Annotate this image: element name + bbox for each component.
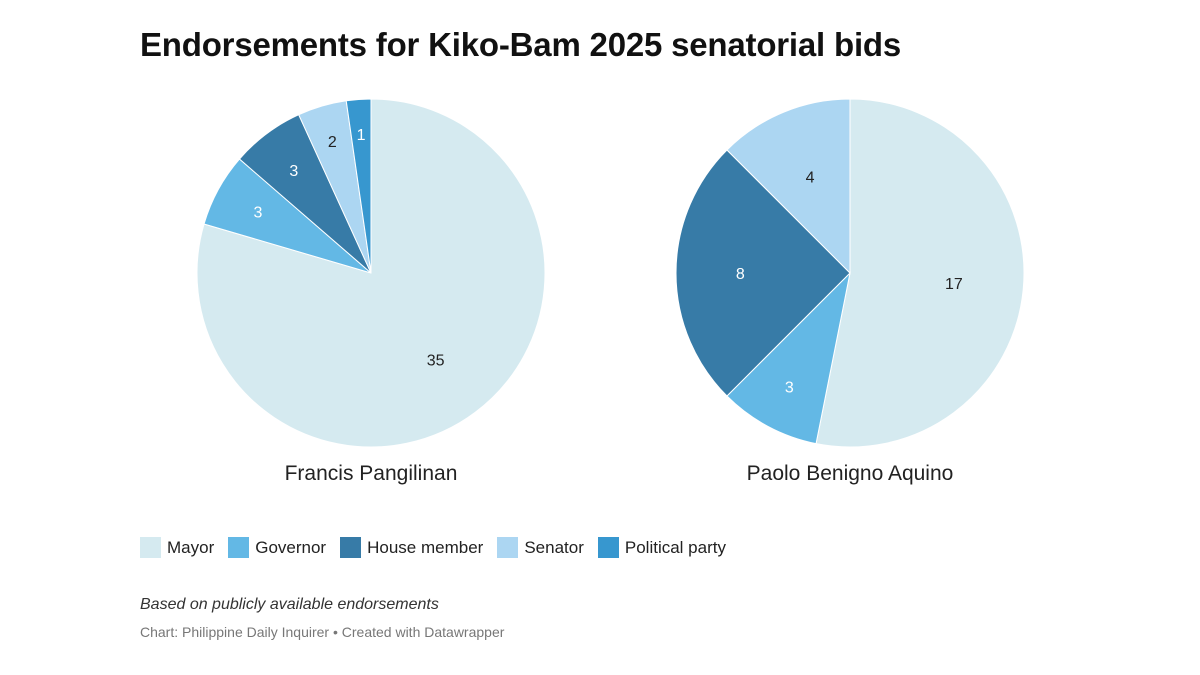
pie-francis-pangilinan: 35 3 3 2 1 — [196, 98, 546, 448]
legend-item-senator: Senator — [497, 537, 584, 558]
legend-item-mayor: Mayor — [140, 537, 214, 558]
pie-value-label-mayor: 17 — [945, 276, 963, 293]
chart-title: Endorsements for Kiko-Bam 2025 senatoria… — [140, 26, 902, 63]
legend-swatch-mayor — [140, 537, 161, 558]
legend-label-senator: Senator — [524, 537, 584, 557]
pie-title-paolo-benigno-aquino: Paolo Benigno Aquino — [746, 462, 954, 485]
pie-value-label-senator: 4 — [806, 170, 815, 187]
pie-slice-mayor — [815, 98, 1025, 448]
pie-slice-senator — [726, 98, 851, 275]
pie-value-label-senator: 2 — [328, 134, 337, 151]
pie-paolo-benigno-aquino: 17 3 8 4 — [675, 98, 1025, 448]
legend-item-house-member: House member — [340, 537, 483, 558]
legend-swatch-governor — [228, 537, 250, 558]
legend-label-governor: Governor — [255, 537, 327, 557]
legend-label-mayor: Mayor — [167, 537, 215, 557]
legend-label-house-member: House member — [367, 537, 484, 557]
pie-value-label-political-party: 1 — [357, 127, 366, 144]
pie-value-label-house-member: 3 — [289, 163, 298, 180]
legend-label-political-party: Political party — [624, 537, 726, 557]
pie-title-francis-pangilinan: Francis Pangilinan — [284, 462, 458, 485]
legend-swatch-house-member — [340, 537, 362, 558]
pie-value-label-mayor: 35 — [427, 352, 445, 369]
legend-item-political-party: Political party — [597, 537, 726, 558]
chart-note: Based on publicly available endorsements — [140, 596, 439, 613]
legend-swatch-senator — [497, 537, 519, 558]
legend-item-governor: Governor — [228, 537, 326, 558]
pie-slice-governor — [726, 271, 851, 445]
pie-value-label-governor: 3 — [254, 204, 263, 221]
pie-value-label-governor: 3 — [785, 380, 794, 397]
legend-swatch-political-party — [597, 537, 619, 558]
chart-source: Chart: Philippine Daily Inquirer • Creat… — [140, 624, 505, 640]
pie-value-label-house-member: 8 — [736, 266, 745, 283]
pie-slice-house-member — [675, 149, 851, 397]
pie-slice-political-party — [345, 98, 372, 274]
legend: Mayor Governor House member Senator Poli… — [140, 537, 740, 558]
